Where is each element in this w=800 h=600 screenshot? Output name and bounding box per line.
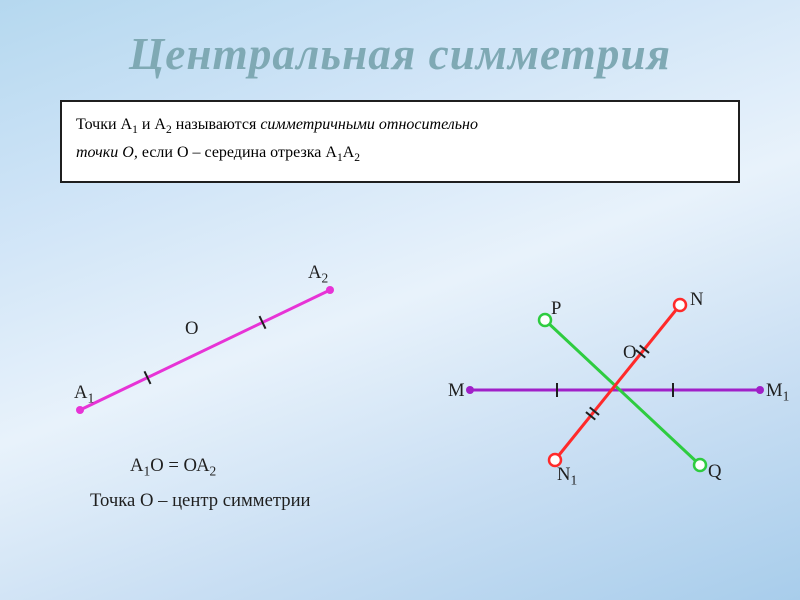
eq-t2: О = ОА [150, 455, 209, 476]
eq-t1: А [130, 455, 143, 476]
label-m1: М1 [766, 380, 789, 405]
label-m1-text: М [766, 380, 783, 401]
label-a2-text: А [308, 262, 321, 283]
center-caption: Точка О – центр симметрии [90, 490, 311, 512]
label-a1-text: А [74, 382, 87, 403]
label-n1-sub: 1 [570, 473, 577, 488]
label-a2: А2 [308, 262, 328, 287]
label-o-left: О [185, 318, 198, 340]
label-a2-sub: 2 [321, 271, 328, 286]
label-m-text: М [448, 380, 465, 401]
label-q: Q [708, 461, 721, 483]
label-a1-sub: 1 [87, 391, 94, 406]
label-o-left-text: О [185, 318, 198, 339]
eq-s2: 2 [210, 464, 217, 479]
label-n1: N1 [557, 464, 577, 489]
label-a1: А1 [74, 382, 94, 407]
label-m1-sub: 1 [783, 389, 790, 404]
label-n-text: N [690, 289, 703, 310]
label-n: N [690, 289, 703, 311]
label-q-text: Q [708, 461, 721, 482]
label-p: Р [551, 298, 561, 320]
label-n1-text: N [557, 464, 570, 485]
equation-caption: А1О = ОА2 [130, 455, 216, 480]
label-o-right: О [623, 342, 636, 364]
label-p-text: Р [551, 298, 561, 319]
label-m: М [448, 380, 465, 402]
label-o-right-text: О [623, 342, 636, 363]
center-caption-text: Точка О – центр симметрии [90, 490, 311, 511]
